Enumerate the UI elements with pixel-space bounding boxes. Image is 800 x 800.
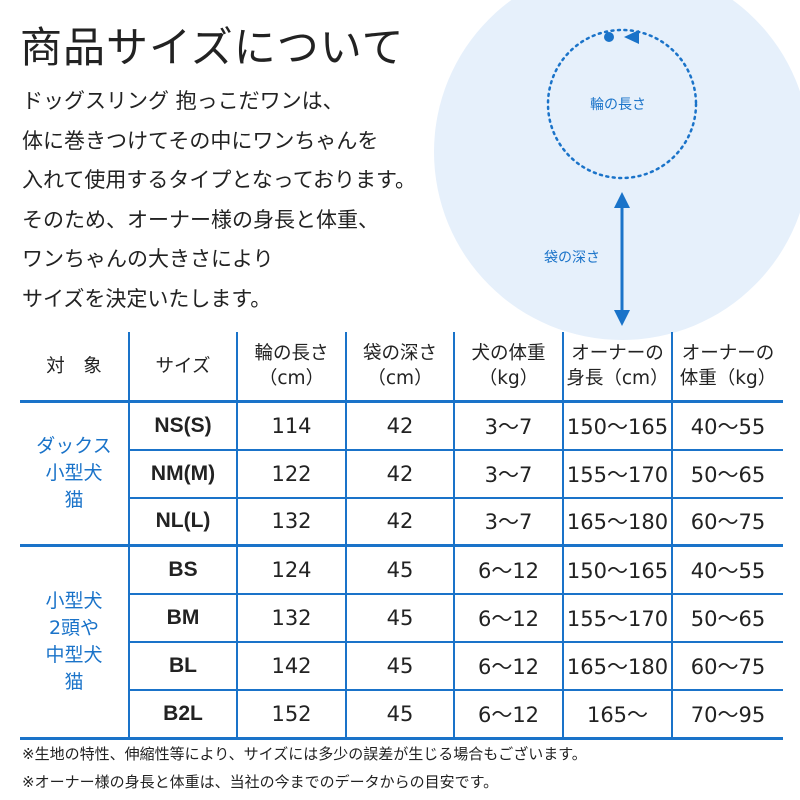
size-cell: NS(S) <box>128 401 237 451</box>
footnote: ※生地の特性、伸縮性等により、サイズには多少の誤差が生じる場合もございます。 <box>22 745 587 763</box>
bag-depth-label: 袋の深さ <box>544 250 600 266</box>
owner-weight-cell: 70～95 <box>671 689 783 740</box>
table-row: B2L 152 45 6～12 165～ 70～95 <box>20 689 783 740</box>
header-size: サイズ <box>128 332 237 403</box>
ring-length-label: 輪の長さ <box>590 97 646 113</box>
bag-depth-cell: 45 <box>345 545 454 596</box>
dog-weight-cell: 3～7 <box>453 401 563 451</box>
intro-line: ワンちゃんの大きさにより <box>22 247 274 271</box>
size-table: 対 象 サイズ 輪の長さ （cm） 袋の深さ （cm） 犬の体重 （kg） オーナーの… <box>20 332 783 740</box>
owner-weight-cell: 50～65 <box>671 449 783 499</box>
size-cell: NM(M) <box>128 449 237 499</box>
table-row: NM(M) 122 42 3～7 155～170 50～65 <box>20 449 783 499</box>
bag-depth-cell: 45 <box>345 641 454 691</box>
header-bag-depth: 袋の深さ （cm） <box>345 332 454 403</box>
ring-length-cell: 152 <box>236 689 346 740</box>
table-header-row: 対 象 サイズ 輪の長さ （cm） 袋の深さ （cm） 犬の体重 （kg） オーナーの… <box>20 332 783 403</box>
owner-height-cell: 165～ <box>562 689 672 740</box>
dog-weight-cell: 6～12 <box>453 689 563 740</box>
dog-weight-cell: 6～12 <box>453 545 563 596</box>
ring-length-cell: 132 <box>236 497 346 548</box>
bag-depth-cell: 45 <box>345 689 454 740</box>
header-owner-weight: オーナーの 体重（kg） <box>671 332 783 403</box>
size-cell: BS <box>128 545 237 596</box>
sling-illustration <box>434 0 800 340</box>
ring-length-cell: 124 <box>236 545 346 596</box>
ring-length-cell: 122 <box>236 449 346 499</box>
dog-weight-cell: 3～7 <box>453 449 563 499</box>
size-cell: BL <box>128 641 237 691</box>
intro-line: ドッグスリング 抱っこだワンは、 <box>22 89 344 113</box>
group-label-small: ダックス 小型犬猫 <box>20 401 129 548</box>
bag-depth-cell: 42 <box>345 497 454 548</box>
intro-line: そのため、オーナー様の身長と体重、 <box>22 207 379 232</box>
ring-arrow-icon <box>624 30 639 44</box>
depth-arrow-up-icon <box>614 192 630 208</box>
header-ring-length: 輪の長さ （cm） <box>236 332 346 403</box>
dog-weight-cell: 3～7 <box>453 497 563 548</box>
ring-dotted-circle <box>546 28 698 180</box>
owner-height-cell: 150～165 <box>562 401 672 451</box>
owner-weight-cell: 60～75 <box>671 641 783 691</box>
table-row: 小型犬 2頭や 中型犬猫 BS 124 45 6～12 150～165 40～55 <box>20 545 783 740</box>
size-cell: NL(L) <box>128 497 237 548</box>
table-row: ダックス 小型犬猫 NS(S) 114 42 3～7 150～165 40～55 <box>20 401 783 548</box>
intro-line: 体に巻きつけてその中にワンちゃんを <box>22 128 379 153</box>
owner-height-cell: 165～180 <box>562 497 672 548</box>
header-dog-weight: 犬の体重 （kg） <box>453 332 563 403</box>
owner-weight-cell: 60～75 <box>671 497 783 548</box>
bag-depth-cell: 42 <box>345 401 454 451</box>
owner-height-cell: 155～170 <box>562 449 672 499</box>
intro-line: サイズを決定いたします。 <box>22 286 272 311</box>
table-row: BM 132 45 6～12 155～170 50～65 <box>20 594 783 643</box>
owner-height-cell: 165～180 <box>562 641 672 691</box>
intro-text: ドッグスリング 抱っこだワンは、 体に巻きつけてその中にワンちゃんを 入れて使用… <box>22 82 416 319</box>
header-owner-height: オーナーの 身長（cm） <box>562 332 672 403</box>
bag-depth-cell: 42 <box>345 449 454 499</box>
footnotes: ※生地の特性、伸縮性等により、サイズには多少の誤差が生じる場合もございます。 ※… <box>22 740 587 796</box>
owner-height-cell: 150～165 <box>562 545 672 596</box>
owner-weight-cell: 40～55 <box>671 401 783 451</box>
group-label-medium: 小型犬 2頭や 中型犬猫 <box>20 545 129 740</box>
owner-weight-cell: 40～55 <box>671 545 783 596</box>
dog-weight-cell: 6～12 <box>453 641 563 691</box>
ring-length-cell: 114 <box>236 401 346 451</box>
size-diagram: 輪の長さ 袋の深さ <box>0 0 800 340</box>
table-row: NL(L) 132 42 3～7 165～180 60～75 <box>20 497 783 548</box>
background-circle <box>434 0 800 340</box>
size-cell: BM <box>128 594 237 643</box>
ring-length-cell: 132 <box>236 594 346 643</box>
depth-arrow-down-icon <box>614 310 630 326</box>
bag-depth-cell: 45 <box>345 594 454 643</box>
ring-length-cell: 142 <box>236 641 346 691</box>
footnote: ※オーナー様の身長と体重は、当社の今までのデータからの目安です。 <box>22 773 499 791</box>
size-cell: B2L <box>128 689 237 740</box>
owner-weight-cell: 50～65 <box>671 594 783 643</box>
owner-height-cell: 155～170 <box>562 594 672 643</box>
dog-weight-cell: 6～12 <box>453 594 563 643</box>
page-title: 商品サイズについて <box>20 23 405 72</box>
intro-line: 入れて使用するタイプとなっております。 <box>22 168 416 192</box>
ring-start-dot <box>604 32 614 42</box>
header-target: 対 象 <box>20 332 129 403</box>
table-row: BL 142 45 6～12 165～180 60～75 <box>20 641 783 691</box>
